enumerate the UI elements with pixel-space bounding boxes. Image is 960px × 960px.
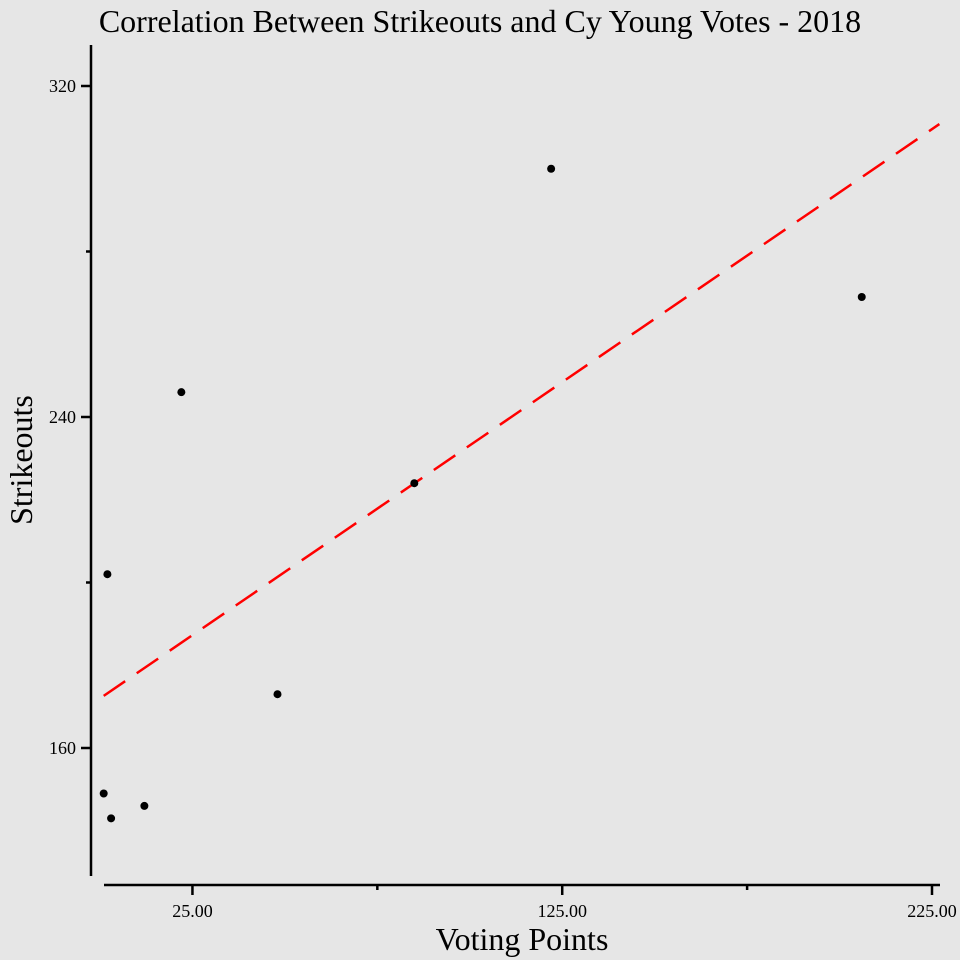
data-point-5: [273, 690, 282, 699]
data-point-7: [547, 164, 556, 173]
y-tick-label-4: 320: [49, 76, 76, 96]
data-point-4: [177, 388, 186, 397]
x-tick-label-0: 25.00: [172, 901, 213, 921]
y-tick-label-0: 160: [49, 738, 76, 758]
data-point-1: [103, 570, 112, 579]
x-tick-label-4: 225.00: [907, 901, 957, 921]
x-axis-ticks: 25.00 125.00 225.00: [172, 885, 957, 921]
data-point-8: [857, 293, 866, 302]
x-tick-label-2: 125.00: [537, 901, 587, 921]
data-point-0: [99, 789, 108, 798]
data-point-2: [107, 814, 116, 823]
y-axis-label: Strikeouts: [3, 395, 39, 525]
y-axis-ticks: 160 240 320: [49, 76, 91, 758]
data-points: [99, 164, 866, 823]
data-point-6: [410, 479, 419, 488]
chart-title: Correlation Between Strikeouts and Cy Yo…: [99, 3, 861, 39]
y-tick-label-2: 240: [49, 407, 76, 427]
x-axis-label: Voting Points: [436, 921, 609, 957]
trend-line: [102, 123, 941, 697]
data-point-3: [140, 801, 149, 810]
